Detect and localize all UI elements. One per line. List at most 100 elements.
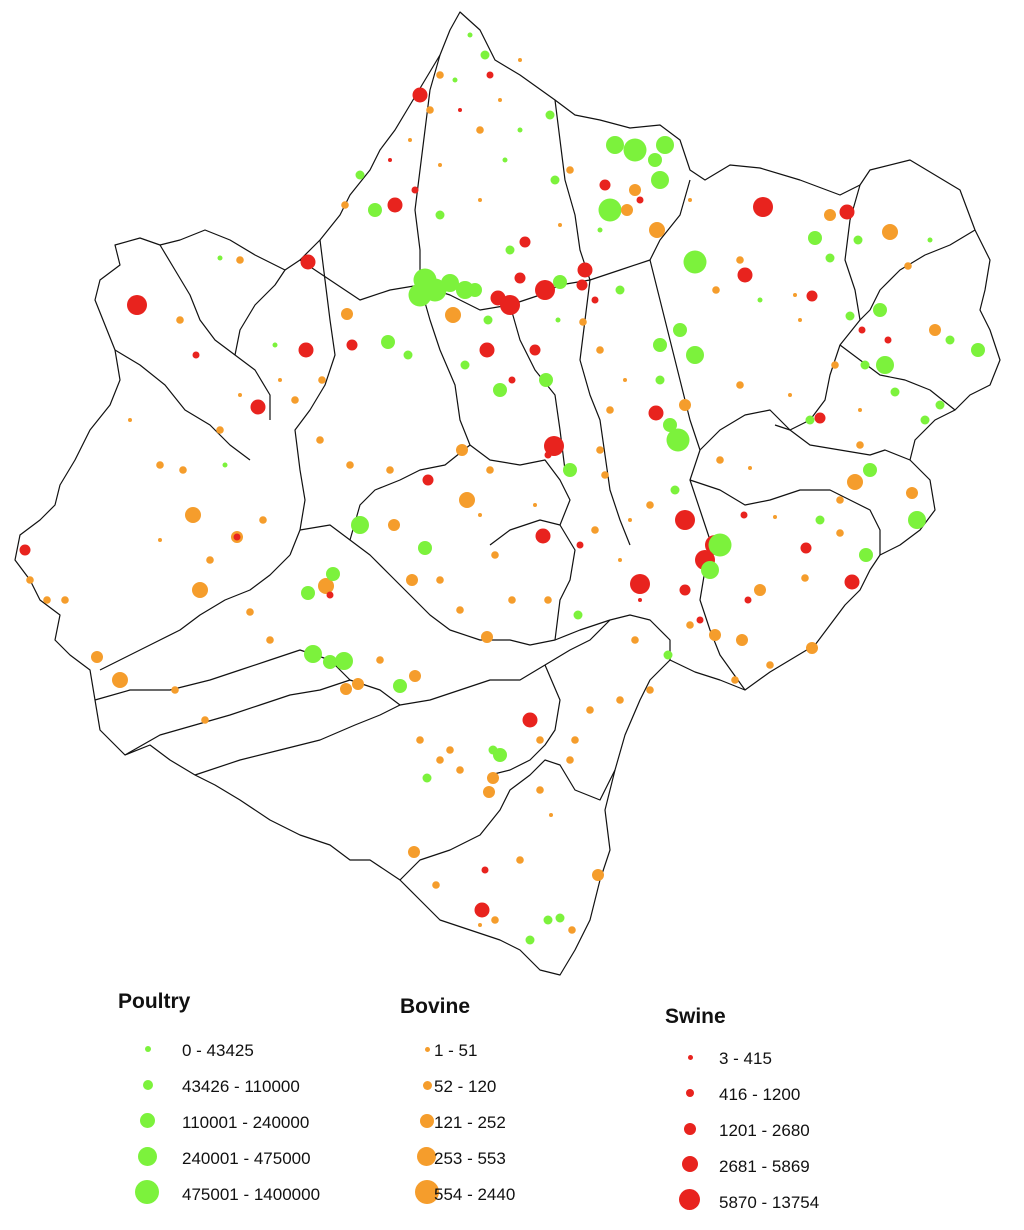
- legend-title-bovine: Bovine: [400, 995, 471, 1018]
- bovine-farm-marker: [858, 408, 862, 412]
- internal-border-16: [349, 444, 471, 541]
- poultry-farm-marker: [686, 346, 704, 364]
- internal-border-14: [99, 554, 291, 671]
- poultry-farm-marker: [381, 335, 395, 349]
- bovine-farm-marker: [646, 686, 654, 694]
- bovine-farm-marker: [318, 578, 334, 594]
- poultry-farm-marker: [708, 533, 732, 557]
- poultry-farm-marker: [301, 586, 315, 600]
- swine-farm-marker: [412, 87, 428, 103]
- swine-farm-marker: [19, 544, 31, 556]
- legend-label: 3 - 415: [719, 1049, 772, 1068]
- poultry-farm-marker: [222, 462, 228, 468]
- poultry-farm-marker: [493, 748, 507, 762]
- swine-farm-marker: [192, 351, 200, 359]
- swine-farm-marker: [577, 262, 593, 278]
- poultry-farm-marker: [908, 511, 926, 529]
- swine-farm-marker: [298, 342, 314, 358]
- poultry-farm-marker: [502, 157, 508, 163]
- swine-size-1-symbol: [688, 1055, 693, 1060]
- bovine-farm-marker: [836, 529, 844, 537]
- poultry-farm-marker: [971, 343, 985, 357]
- poultry-farm-marker: [272, 342, 278, 348]
- poultry-size-4-symbol: [138, 1147, 157, 1166]
- legend-label: 43426 - 110000: [182, 1077, 300, 1096]
- poultry-farm-marker: [368, 203, 382, 217]
- swine-farm-marker: [884, 336, 892, 344]
- poultry-farm-marker: [597, 227, 603, 233]
- bovine-farm-marker: [766, 661, 774, 669]
- internal-border-15: [299, 524, 671, 660]
- poultry-farm-marker: [805, 415, 815, 425]
- poultry-farm-marker: [815, 515, 825, 525]
- poultry-farm-marker: [351, 516, 369, 534]
- poultry-farm-marker: [563, 463, 577, 477]
- swine-farm-marker: [422, 474, 434, 486]
- poultry-farm-marker: [335, 652, 353, 670]
- bovine-farm-marker: [291, 396, 299, 404]
- swine-farm-marker: [346, 339, 358, 351]
- bovine-farm-marker: [346, 461, 354, 469]
- bovine-farm-marker: [836, 496, 844, 504]
- farm-distribution-map: [14, 11, 1001, 976]
- poultry-farm-marker: [543, 915, 553, 925]
- poultry-farm-marker: [920, 415, 930, 425]
- bovine-farm-marker: [176, 316, 184, 324]
- swine-farm-marker: [535, 528, 551, 544]
- poultry-farm-marker: [550, 175, 560, 185]
- bovine-farm-marker: [340, 683, 352, 695]
- bovine-farm-marker: [736, 256, 744, 264]
- poultry-farm-marker: [935, 400, 945, 410]
- bovine-farm-marker: [476, 126, 484, 134]
- swine-farm-marker: [744, 596, 752, 604]
- internal-border-23: [234, 269, 286, 356]
- bovine-farm-marker: [586, 706, 594, 714]
- bovine-farm-marker: [408, 846, 420, 858]
- bovine-farm-marker: [432, 881, 440, 889]
- poultry-farm-marker: [355, 170, 365, 180]
- legend-title-swine: Swine: [665, 1005, 726, 1028]
- poultry-farm-marker: [483, 315, 493, 325]
- bovine-farm-marker: [478, 923, 482, 927]
- bovine-farm-marker: [216, 426, 224, 434]
- poultry-farm-marker: [393, 679, 407, 693]
- bovine-farm-marker: [408, 138, 412, 142]
- legend-row-poultry-2: 43426 - 110000: [118, 1072, 378, 1102]
- internal-border-5: [419, 284, 571, 526]
- bovine-farm-marker: [679, 399, 691, 411]
- poultry-farm-marker: [623, 138, 647, 162]
- poultry-farm-marker: [545, 110, 555, 120]
- poultry-farm-marker: [403, 350, 413, 360]
- bovine-farm-marker: [156, 461, 164, 469]
- bovine-farm-marker: [831, 361, 839, 369]
- legend-row-poultry-4: 240001 - 475000: [118, 1144, 378, 1174]
- bovine-farm-marker: [438, 163, 442, 167]
- bovine-farm-marker: [478, 198, 482, 202]
- district-boundaries: [14, 11, 1001, 976]
- bovine-farm-marker: [409, 670, 421, 682]
- poultry-farm-marker: [859, 548, 873, 562]
- bovine-farm-marker: [445, 307, 461, 323]
- bovine-farm-marker: [91, 651, 103, 663]
- bovine-farm-marker: [436, 71, 444, 79]
- poultry-farm-marker: [598, 198, 622, 222]
- bovine-farm-marker: [498, 98, 502, 102]
- bovine-farm-marker: [238, 393, 242, 397]
- swine-farm-marker: [544, 451, 552, 459]
- bovine-farm-marker: [158, 538, 162, 542]
- bovine-farm-marker: [709, 629, 721, 641]
- internal-border-24: [414, 54, 441, 285]
- bovine-farm-marker: [754, 584, 766, 596]
- bovine-farm-marker: [596, 446, 604, 454]
- bovine-farm-marker: [748, 466, 752, 470]
- bovine-farm-marker: [436, 756, 444, 764]
- poultry-size-2-symbol: [143, 1080, 153, 1090]
- poultry-farm-marker: [555, 317, 561, 323]
- swine-farm-marker: [576, 279, 588, 291]
- poultry-farm-marker: [890, 387, 900, 397]
- swine-farm-marker: [250, 399, 266, 415]
- legend-row-bovine-5: 554 - 2440: [370, 1180, 630, 1210]
- bovine-farm-marker: [171, 686, 179, 694]
- bovine-farm-marker: [518, 58, 522, 62]
- poultry-size-3-symbol: [140, 1113, 155, 1128]
